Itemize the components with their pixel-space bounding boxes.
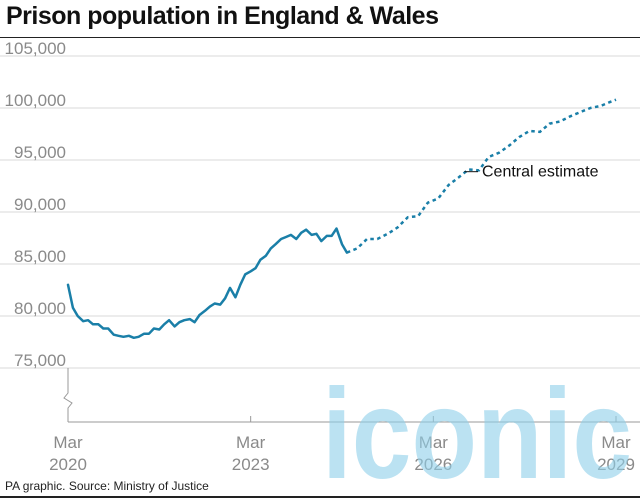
y-tick-label: 80,000 [14, 299, 66, 318]
x-tick-label-month: Mar [53, 433, 83, 452]
chart-title: Prison population in England & Wales [6, 2, 439, 30]
x-axis [63, 368, 640, 423]
y-tick-label: 105,000 [5, 39, 66, 58]
watermark-text: iconic [322, 363, 632, 502]
x-tick-label-year: 2020 [49, 455, 87, 474]
actual-series-line [66, 227, 349, 340]
title-rule [0, 37, 640, 38]
bottom-rule [0, 496, 640, 498]
source-note: PA graphic. Source: Ministry of Justice [5, 479, 209, 493]
projection-series-line [346, 98, 617, 254]
axis-break-mark [63, 368, 73, 422]
annotation-label: Central estimate [482, 164, 599, 181]
annotations: Central estimate [464, 164, 599, 181]
x-tick-label-month: Mar [419, 433, 449, 452]
series-lines [66, 98, 617, 340]
x-tick-label-year: 2029 [597, 455, 635, 474]
y-tick-label: 85,000 [14, 247, 66, 266]
gridlines [0, 55, 640, 369]
x-tick-labels: Mar 2020 Mar 2023 Mar 2026 Mar 2029 [49, 416, 635, 474]
y-tick-label: 95,000 [14, 143, 66, 162]
y-tick-label: 90,000 [14, 195, 66, 214]
x-tick-label-month: Mar [601, 433, 631, 452]
x-tick-label-year: 2023 [232, 455, 270, 474]
y-tick-labels: 105,000 100,000 95,000 90,000 85,000 80,000 75… [5, 39, 66, 370]
x-tick-label-month: Mar [236, 433, 266, 452]
x-tick-label-year: 2026 [414, 455, 452, 474]
y-tick-label: 100,000 [5, 91, 66, 110]
y-tick-label: 75,000 [14, 351, 66, 370]
